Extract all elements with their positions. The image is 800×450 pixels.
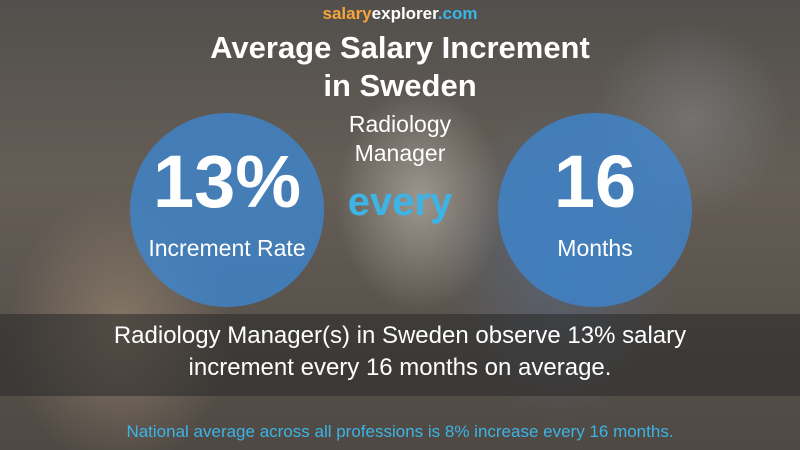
period-label: Months [557,235,633,261]
rate-label: Increment Rate [148,235,306,261]
brand-part: explorer [371,4,438,23]
summary-band [0,314,800,396]
summary: increment every 16 months on average. [188,354,612,381]
job-title: Radiology [348,111,452,137]
connector: every [347,180,453,224]
period-circle: 16 Months [498,113,692,307]
rate-circle: 13% Increment Rate [130,113,324,307]
rate-value: 13% [152,140,302,223]
title: in Sweden [323,68,477,103]
footnote: National average across all professions … [126,422,674,441]
title: Average Salary Increment [210,30,590,65]
summary: Radiology Manager(s) in Sweden observe 1… [113,322,687,349]
brand-part: .com [437,4,478,23]
brand-part: salary [322,4,372,23]
job-title: Manager [354,140,446,166]
period-value: 16 [553,140,637,223]
brand[interactable]: salaryexplorer.com [0,4,800,24]
